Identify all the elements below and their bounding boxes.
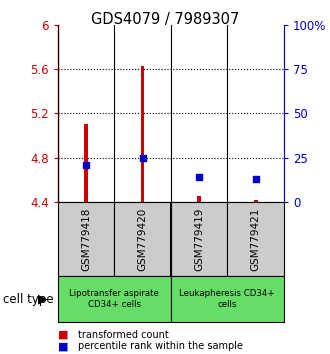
Bar <box>58 202 114 276</box>
Bar <box>227 25 284 202</box>
Bar <box>58 25 114 202</box>
Point <box>196 175 202 180</box>
Text: Lipotransfer aspirate
CD34+ cells: Lipotransfer aspirate CD34+ cells <box>69 290 159 309</box>
Bar <box>253 200 257 202</box>
Bar <box>84 124 88 202</box>
Point <box>253 176 258 181</box>
Text: percentile rank within the sample: percentile rank within the sample <box>78 341 243 351</box>
Bar <box>171 276 284 322</box>
Bar <box>227 202 284 276</box>
Bar <box>171 25 227 202</box>
Text: ■: ■ <box>58 330 68 339</box>
Bar <box>58 276 171 322</box>
Point <box>140 155 145 160</box>
Bar <box>197 196 201 202</box>
Text: GDS4079 / 7989307: GDS4079 / 7989307 <box>91 12 239 27</box>
Text: GSM779418: GSM779418 <box>81 207 91 271</box>
Text: cell type: cell type <box>3 293 54 306</box>
Bar <box>114 202 171 276</box>
Text: ▶: ▶ <box>38 293 48 306</box>
Text: GSM779419: GSM779419 <box>194 207 204 271</box>
Bar <box>171 202 227 276</box>
Text: ■: ■ <box>58 341 68 351</box>
Text: transformed count: transformed count <box>78 330 168 339</box>
Text: Leukapheresis CD34+
cells: Leukapheresis CD34+ cells <box>180 290 275 309</box>
Text: GSM779421: GSM779421 <box>250 207 261 271</box>
Bar <box>141 66 145 202</box>
Point <box>83 162 89 168</box>
Bar <box>114 25 171 202</box>
Text: GSM779420: GSM779420 <box>138 207 148 270</box>
